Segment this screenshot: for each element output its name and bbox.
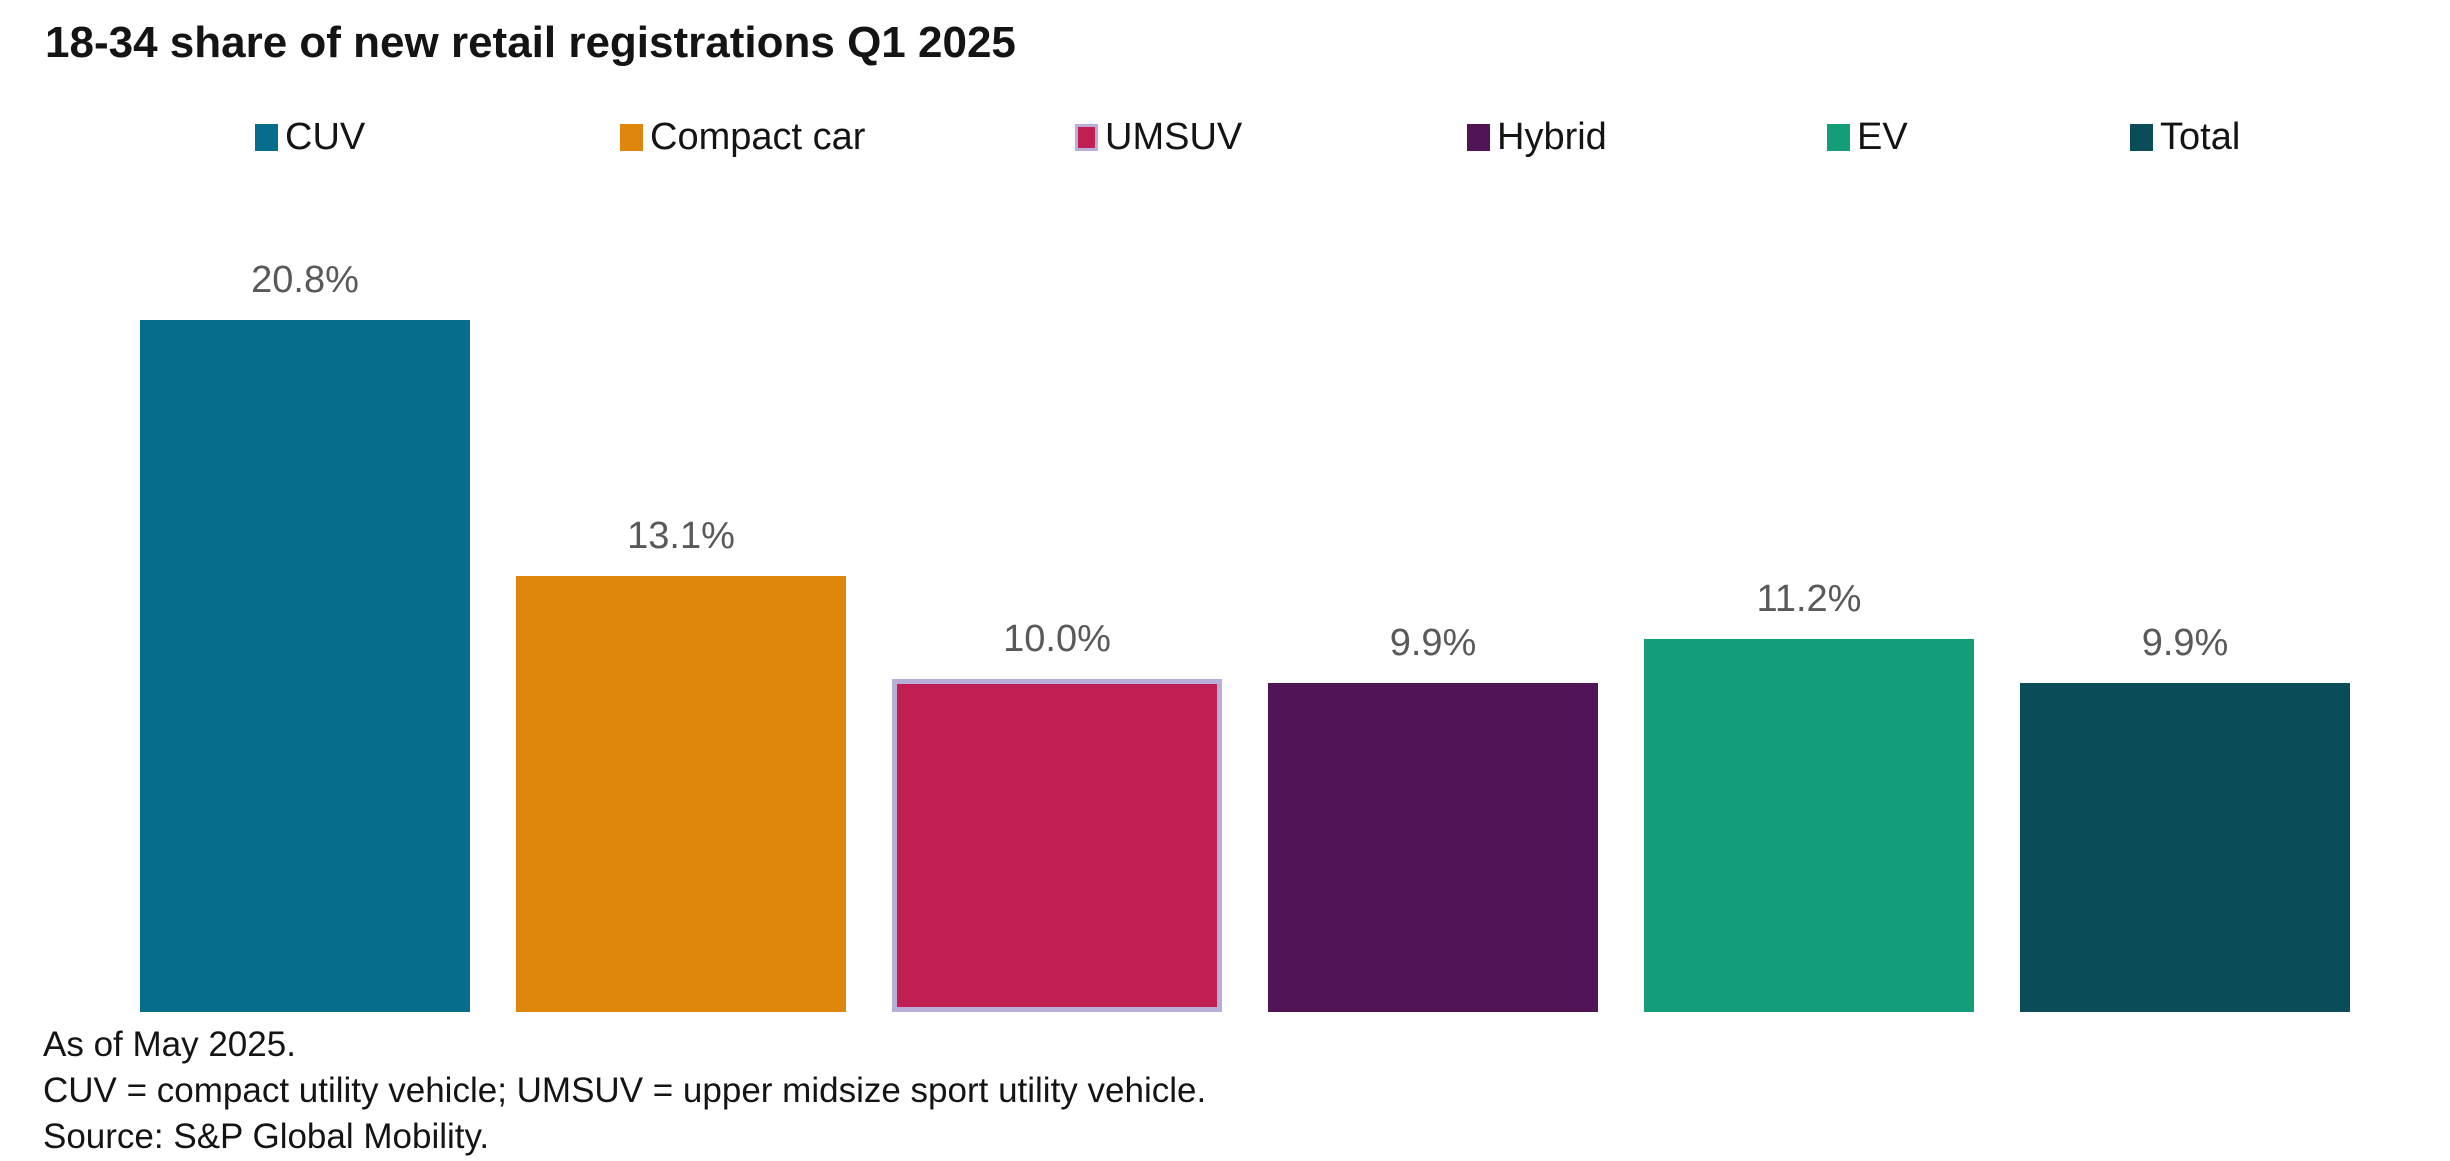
bar-value-label-total: 9.9% bbox=[2141, 622, 2229, 664]
legend-label-total: Total bbox=[2160, 115, 2241, 158]
legend-item-ev: EV bbox=[1827, 110, 1908, 164]
bar-cuv bbox=[140, 320, 470, 1012]
legend-swatch-icon-hybrid bbox=[1467, 123, 1490, 151]
bar-value-label-umsuv: 10.0% bbox=[1003, 618, 1111, 660]
legend-label-ev: EV bbox=[1857, 115, 1908, 158]
bar-value-label-cuv: 20.8% bbox=[251, 259, 359, 301]
bar-value-label-compact-car: 13.1% bbox=[627, 515, 735, 557]
legend-swatch-icon-total bbox=[2130, 123, 2153, 151]
legend-item-cuv: CUV bbox=[255, 110, 365, 164]
legend-swatch-icon-cuv bbox=[255, 123, 278, 151]
legend-swatch-icon-ev bbox=[1827, 123, 1850, 151]
bar-umsuv bbox=[892, 679, 1222, 1012]
footnote-line-3: Source: S&P Global Mobility. bbox=[43, 1117, 490, 1156]
footnote-line-2: CUV = compact utility vehicle; UMSUV = u… bbox=[43, 1071, 1207, 1110]
chart-title: 18-34 share of new retail registrations … bbox=[45, 18, 1016, 67]
bar-compact-car bbox=[516, 576, 846, 1012]
legend-swatch-icon-umsuv bbox=[1075, 123, 1098, 151]
legend-item-umsuv: UMSUV bbox=[1075, 110, 1242, 164]
bar-ev bbox=[1644, 639, 1974, 1012]
legend-label-umsuv: UMSUV bbox=[1105, 115, 1243, 158]
footnote-line-1: As of May 2025. bbox=[43, 1025, 296, 1064]
bar-value-label-ev: 11.2% bbox=[1756, 578, 1862, 620]
legend-item-hybrid: Hybrid bbox=[1467, 110, 1607, 164]
legend-label-compact-car: Compact car bbox=[650, 115, 866, 158]
legend-label-hybrid: Hybrid bbox=[1497, 115, 1607, 158]
bar-value-label-hybrid: 9.9% bbox=[1389, 622, 1477, 664]
bar-hybrid bbox=[1268, 683, 1598, 1012]
legend-swatch-icon-compact-car bbox=[620, 123, 643, 151]
bar-total bbox=[2020, 683, 2350, 1012]
legend-label-cuv: CUV bbox=[285, 115, 366, 158]
legend-item-total: Total bbox=[2130, 110, 2240, 164]
chart-footnotes: As of May 2025. CUV = compact utility veh… bbox=[43, 1022, 1206, 1160]
legend-item-compact-car: Compact car bbox=[620, 110, 865, 164]
